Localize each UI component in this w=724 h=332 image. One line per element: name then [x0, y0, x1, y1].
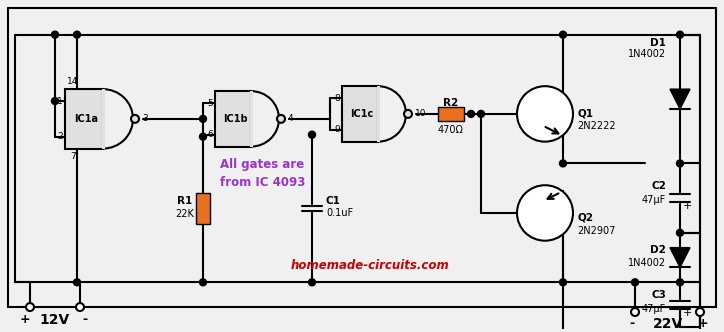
Text: +: +	[683, 307, 692, 317]
Text: IC1a: IC1a	[74, 114, 98, 124]
Circle shape	[676, 160, 683, 167]
FancyBboxPatch shape	[65, 89, 103, 149]
Circle shape	[560, 160, 566, 167]
Text: 8: 8	[334, 94, 340, 103]
Text: 7: 7	[70, 151, 76, 161]
Text: D2: D2	[650, 245, 666, 255]
Text: C1: C1	[326, 196, 341, 206]
Text: 14: 14	[67, 77, 79, 86]
Text: -: -	[83, 313, 88, 326]
Text: 2N2907: 2N2907	[577, 226, 615, 236]
Circle shape	[631, 279, 639, 286]
FancyBboxPatch shape	[250, 91, 253, 147]
Text: D1: D1	[650, 38, 666, 47]
Circle shape	[517, 86, 573, 142]
Text: R2: R2	[443, 98, 458, 108]
FancyBboxPatch shape	[377, 86, 380, 142]
Circle shape	[478, 111, 484, 118]
Text: All gates are
from IC 4093: All gates are from IC 4093	[220, 158, 306, 189]
Text: 3: 3	[142, 114, 148, 124]
Circle shape	[51, 98, 59, 105]
Circle shape	[404, 110, 412, 118]
Circle shape	[676, 279, 683, 286]
Circle shape	[308, 279, 316, 286]
Text: homemade-circuits.com: homemade-circuits.com	[290, 259, 450, 272]
Text: +: +	[698, 317, 708, 330]
Text: 22K: 22K	[175, 209, 195, 219]
Text: R1: R1	[177, 196, 193, 206]
Circle shape	[74, 31, 80, 38]
Circle shape	[308, 131, 316, 138]
Text: C2: C2	[651, 181, 666, 191]
Text: 2: 2	[57, 132, 63, 141]
FancyBboxPatch shape	[196, 193, 210, 224]
Text: 6: 6	[207, 130, 213, 139]
Text: 47μF: 47μF	[641, 195, 666, 205]
Text: 470Ω: 470Ω	[438, 125, 464, 135]
Circle shape	[560, 279, 566, 286]
Text: 2N2222: 2N2222	[577, 121, 615, 131]
Text: 1N4002: 1N4002	[628, 259, 666, 269]
Circle shape	[26, 303, 34, 311]
Text: -: -	[629, 317, 634, 330]
Text: C3: C3	[651, 290, 666, 300]
FancyBboxPatch shape	[102, 89, 105, 149]
FancyBboxPatch shape	[342, 86, 378, 142]
Polygon shape	[670, 248, 690, 268]
Text: 22V: 22V	[653, 317, 683, 331]
Circle shape	[696, 308, 704, 316]
Polygon shape	[670, 89, 690, 109]
Text: 0.1uF: 0.1uF	[326, 208, 353, 218]
Circle shape	[200, 116, 206, 122]
Text: +: +	[20, 313, 30, 326]
Text: 1: 1	[57, 97, 63, 106]
Text: +: +	[683, 201, 692, 211]
Circle shape	[131, 115, 139, 123]
Circle shape	[676, 31, 683, 38]
Circle shape	[200, 279, 206, 286]
Text: IC1b: IC1b	[223, 114, 248, 124]
FancyBboxPatch shape	[215, 91, 251, 147]
Circle shape	[200, 133, 206, 140]
Circle shape	[76, 303, 84, 311]
Circle shape	[74, 279, 80, 286]
Circle shape	[676, 229, 683, 236]
Text: 4: 4	[288, 114, 294, 124]
Text: 9: 9	[334, 125, 340, 134]
Circle shape	[517, 185, 573, 241]
Circle shape	[468, 111, 474, 118]
Circle shape	[560, 31, 566, 38]
Text: IC1c: IC1c	[350, 109, 374, 119]
Text: 47μF: 47μF	[641, 303, 666, 313]
Text: Q1: Q1	[577, 109, 593, 119]
Circle shape	[277, 115, 285, 123]
Text: Q2: Q2	[577, 213, 593, 223]
Text: 12V: 12V	[40, 313, 70, 327]
Text: 10: 10	[415, 110, 426, 119]
Text: 1N4002: 1N4002	[628, 49, 666, 59]
Circle shape	[631, 308, 639, 316]
Circle shape	[51, 31, 59, 38]
FancyBboxPatch shape	[438, 107, 464, 121]
Text: 5: 5	[207, 99, 213, 108]
